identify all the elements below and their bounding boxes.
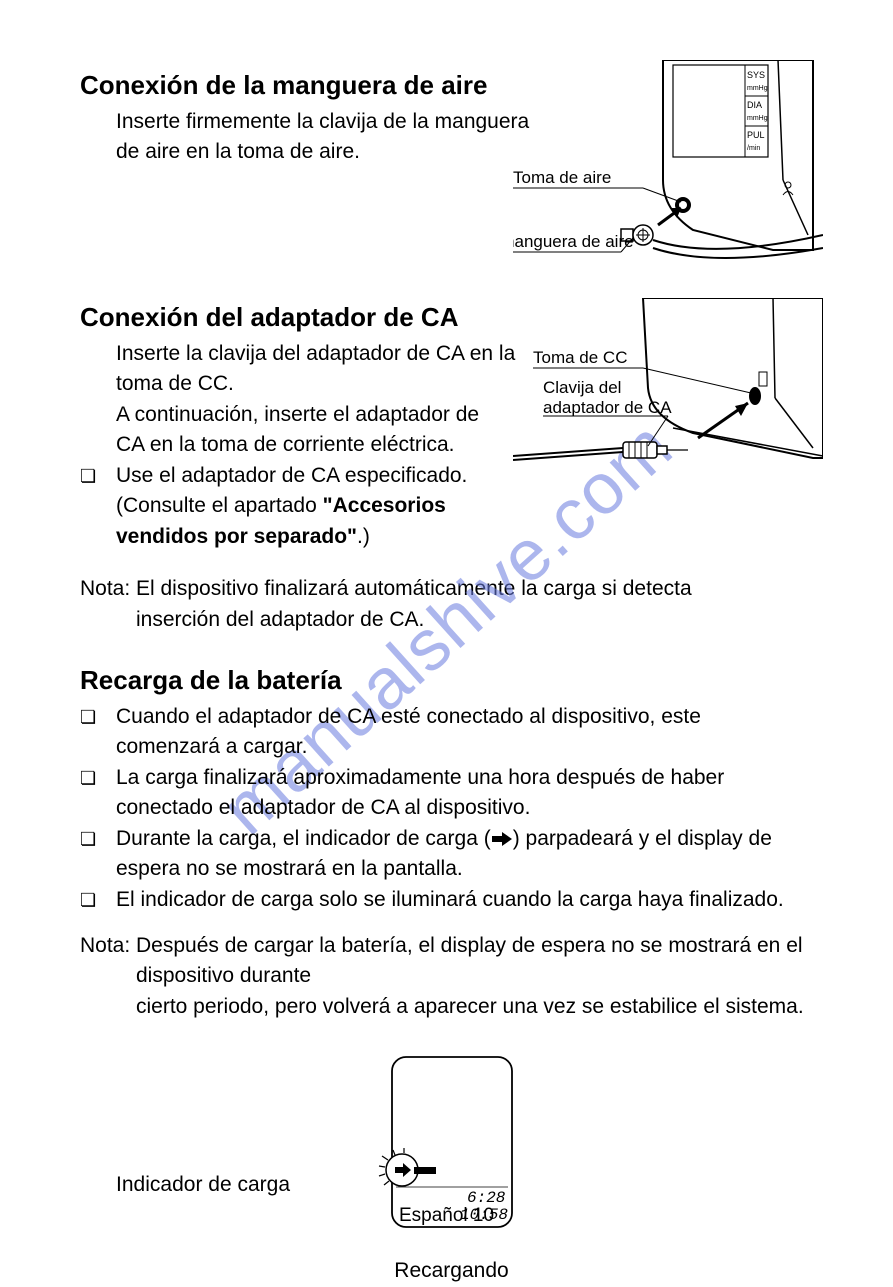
section3-b1a: Cuando el adaptador de CA esté conectado… (116, 705, 701, 728)
section3-b2b: conectado el adaptador de CA al disposit… (116, 796, 530, 819)
pul-label: PUL (747, 130, 765, 140)
section2-note1: El dispositivo finalizará automáticament… (136, 577, 538, 600)
fig-caption-bottom: Recargando (80, 1256, 823, 1286)
section2-note: Nota: El dispositivo finalizará automáti… (80, 574, 823, 635)
bullet-marker: ❏ (80, 763, 116, 824)
dia-unit: mmHg (747, 115, 768, 122)
section1-line1: Inserte firmemente la clavija de la mang… (116, 107, 536, 137)
section2-line3: A continuación, inserte el adaptador de (116, 400, 516, 430)
section2-line2: toma de CC. (116, 369, 516, 399)
bullet-marker: ❏ (80, 702, 116, 763)
section2-note2: inserción del adaptador de CA. (136, 608, 424, 631)
section3-note2: cierto periodo, pero volverá a aparecer … (136, 995, 804, 1018)
section3-b2a: La carga finalizará aproximadamente una … (116, 766, 724, 789)
diagram2-label2b: adaptador de CA (543, 398, 672, 417)
fig-caption-left: Indicador de carga (90, 1170, 290, 1200)
section3-b3b: ) parpadeará y el display de (513, 827, 772, 850)
bullet-marker: ❏ (80, 824, 116, 885)
bullet-marker: ❏ (80, 885, 116, 915)
section2-line4: CA en la toma de corriente eléctrica. (116, 430, 516, 460)
section2-note-tail: carga si detecta (543, 577, 691, 600)
arrow-right-icon (491, 832, 513, 846)
section-ac-adapter: Conexión del adaptador de CA Inserte la … (80, 302, 823, 552)
pul-unit: /min (747, 145, 760, 152)
diagram2-label2a: Clavija del (543, 378, 621, 397)
dia-label: DIA (747, 100, 762, 110)
section3-b1b: comenzará a cargar. (116, 735, 307, 758)
section3-b4: El indicador de carga solo se iluminará … (116, 888, 784, 911)
section1-line2: de aire en la toma de aire. (116, 137, 536, 167)
section2-line1: Inserte la clavija del adaptador de CA e… (116, 339, 516, 369)
sys-label: SYS (747, 70, 765, 80)
section3-b3c: espera no se mostrará en la pantalla. (116, 857, 463, 880)
section3-title: Recarga de la batería (80, 665, 823, 696)
page-footer: Español 10 (0, 1205, 893, 1227)
section2-bullet1b-post: .) (357, 525, 370, 548)
bullet-marker: ❏ (80, 461, 116, 552)
section-air-hose: Conexión de la manguera de aire Inserte … (80, 70, 823, 280)
diagram1-label2: Clavija de la manguera de aire (513, 232, 634, 251)
diagram2-label1: Toma de CC (533, 348, 627, 367)
note-label: Nota: (80, 574, 136, 635)
section-battery: Recarga de la batería ❏ Cuando el adapta… (80, 665, 823, 1022)
diagram1-label1: Toma de aire (513, 168, 611, 187)
section2-bullet1b-pre: (Consulte el apartado (116, 494, 323, 517)
section2-bullet1a: Use el adaptador de CA especificado. (116, 464, 467, 487)
diagram-ac-adapter: Toma de CC Clavija del adaptador de CA (513, 298, 823, 488)
section3-note1: Después de cargar la batería, el display… (136, 934, 803, 987)
sys-unit: mmHg (747, 85, 768, 92)
note-label: Nota: (80, 931, 136, 1022)
section3-b3a: Durante la carga, el indicador de carga … (116, 827, 491, 850)
diagram-air-hose: SYS mmHg DIA mmHg PUL /min Toma de aire (513, 60, 823, 270)
